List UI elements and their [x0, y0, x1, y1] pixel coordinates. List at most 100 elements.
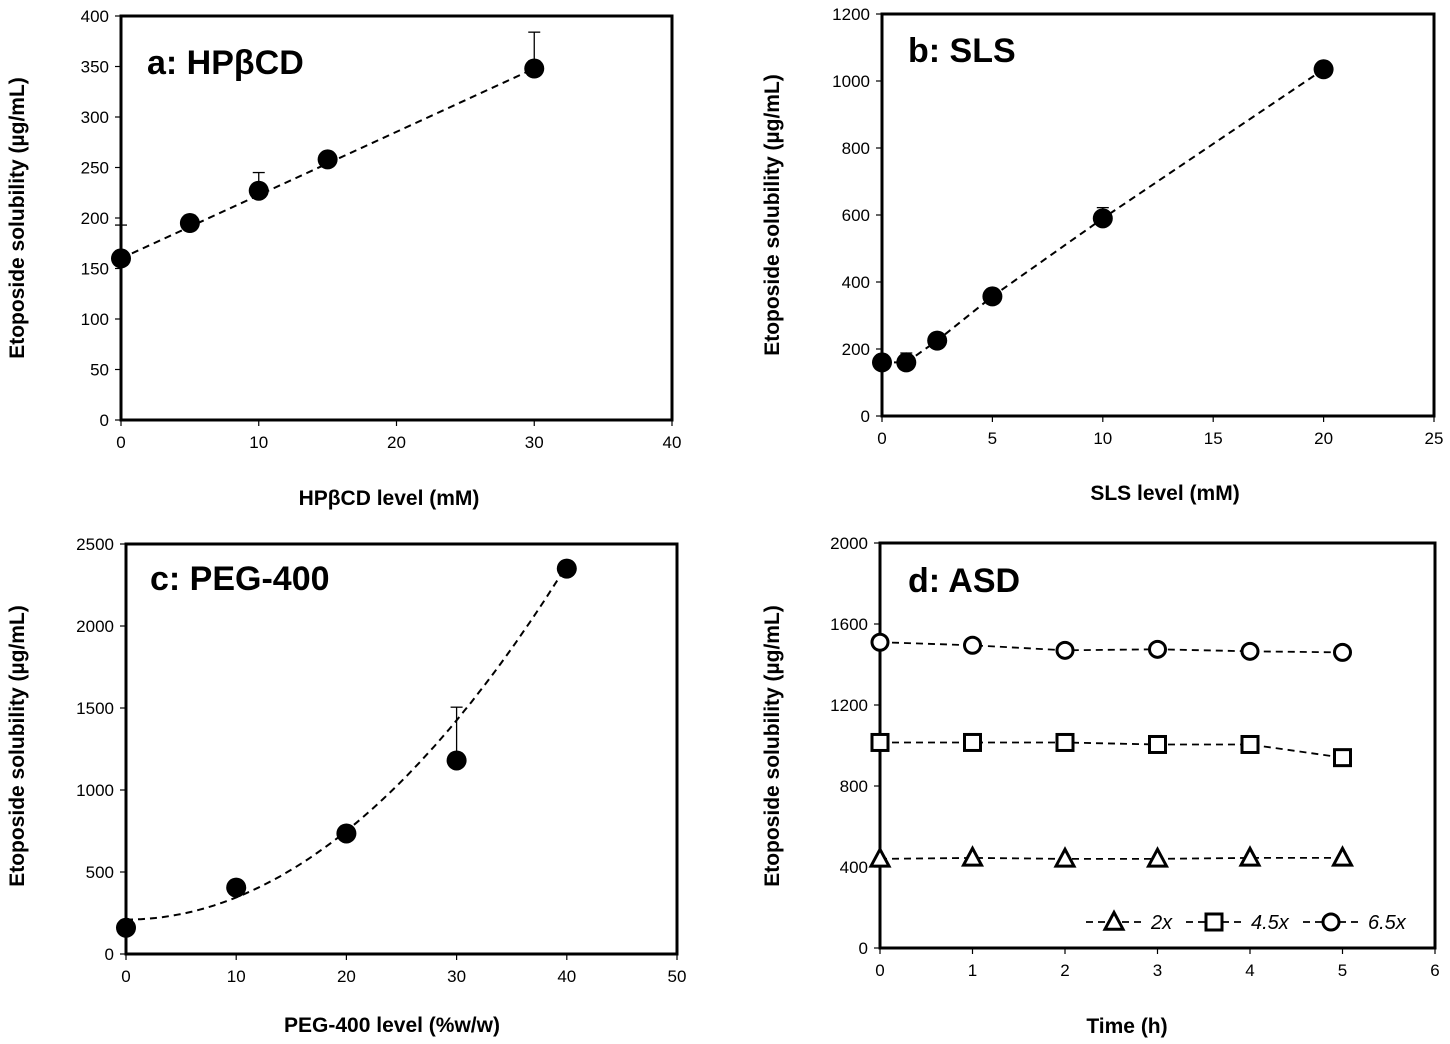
y-tick-label-c-4: 2000: [76, 617, 114, 636]
data-point-a-2: [248, 180, 269, 201]
y-tick-label-d-2: 800: [840, 777, 868, 796]
series-6.5x-point-5: [1333, 642, 1352, 662]
series-2x-point-1: [960, 845, 985, 867]
series-line-6.5x: [879, 641, 1343, 654]
series-4.5x-point-0: [870, 732, 890, 752]
x-axis-title-d: Time (h): [1086, 1015, 1167, 1038]
x-tick-label-b-0: 0: [877, 429, 886, 448]
data-point-c-1: [226, 877, 247, 898]
series-4.5x-point-1: [963, 732, 982, 752]
series-6.5x-point-4: [1240, 641, 1260, 661]
data-point-c-0: [116, 917, 136, 938]
y-axis-title-b: Etoposide solubility (µg/mL): [761, 74, 784, 356]
x-tick-label-b-2: 10: [1093, 429, 1112, 448]
y-tick-label-a-5: 250: [81, 159, 109, 178]
series-2x-point-2: [1053, 846, 1077, 868]
series-4.5x-point-5: [1333, 748, 1352, 768]
series-2x-point-4: [1238, 845, 1262, 867]
y-axis-title-d: Etoposide solubility (µg/mL): [761, 605, 784, 887]
data-point-a-1: [179, 213, 200, 234]
series-2x-point-3: [1145, 846, 1170, 868]
x-tick-label-a-4: 40: [663, 433, 682, 452]
legend-label-4.5x: 4.5x: [1251, 912, 1290, 934]
y-tick-label-b-3: 600: [842, 206, 870, 225]
series-2x-point-5: [1330, 845, 1355, 867]
data-point-b-5: [1313, 59, 1334, 80]
data-point-a-4: [524, 58, 545, 79]
trendline-c: [125, 564, 568, 921]
x-tick-label-a-1: 10: [249, 433, 268, 452]
y-tick-label-d-4: 1600: [830, 615, 868, 634]
y-tick-label-b-6: 1200: [832, 5, 870, 24]
y-tick-label-b-5: 1000: [832, 72, 870, 91]
y-tick-label-c-0: 0: [105, 945, 114, 964]
y-tick-label-a-1: 50: [90, 361, 109, 380]
legend-marker-2x: [1102, 909, 1126, 931]
data-point-c-4: [556, 558, 577, 579]
panel-d: 0 1 2 3 4 5 6 0 400 800 1200 1600 2000 d: ASD Time (…: [761, 534, 1440, 1038]
data-point-b-4: [1092, 208, 1113, 229]
data-point-a-0: [111, 248, 131, 269]
x-axis-title-b: SLS level (mM): [1090, 482, 1239, 505]
x-tick-label-d-1: 1: [968, 961, 977, 980]
series-6.5x-point-2: [1055, 640, 1075, 660]
data-point-a-3: [317, 149, 338, 170]
series-2x-point-0: [868, 846, 892, 868]
y-tick-label-b-2: 400: [842, 273, 870, 292]
legend-marker-6.5x: [1321, 912, 1341, 932]
series-4.5x-point-4: [1240, 734, 1260, 754]
data-point-b-2: [927, 330, 948, 351]
x-tick-label-b-1: 5: [988, 429, 997, 448]
x-tick-label-b-4: 20: [1314, 429, 1333, 448]
y-tick-label-a-8: 400: [81, 7, 109, 26]
series-6.5x-point-0: [870, 632, 890, 652]
y-tick-label-d-5: 2000: [830, 534, 868, 553]
y-tick-label-a-0: 0: [100, 411, 109, 430]
plot-frame-c: [124, 542, 679, 956]
series-6.5x-point-3: [1148, 639, 1167, 659]
data-point-c-3: [446, 750, 467, 771]
y-tick-label-b-0: 0: [861, 407, 870, 426]
data-point-c-2: [336, 823, 357, 844]
y-tick-label-a-2: 100: [81, 310, 109, 329]
x-tick-label-c-2: 20: [337, 967, 356, 986]
series-4.5x-point-2: [1055, 732, 1075, 752]
x-tick-label-a-3: 30: [525, 433, 544, 452]
series-line-2x: [879, 856, 1343, 860]
y-tick-label-a-7: 350: [81, 58, 109, 77]
data-point-b-3: [982, 286, 1003, 307]
x-tick-label-c-3: 30: [447, 967, 466, 986]
legend-marker-4.5x: [1204, 912, 1224, 932]
data-point-b-0: [872, 352, 892, 373]
x-tick-label-d-0: 0: [875, 961, 884, 980]
panel-title-a: a: HPβCD: [147, 44, 304, 82]
series-6.5x-point-1: [963, 635, 982, 655]
x-tick-label-a-0: 0: [116, 433, 125, 452]
y-tick-label-d-1: 400: [840, 858, 868, 877]
plot-b-content: 0 5 10 15 20 25 0 200 400 600 800 1000 1200: [832, 5, 1443, 448]
plot-d-content: 0 1 2 3 4 5 6 0 400 800 1200 1600 2000: [830, 534, 1440, 980]
series-line-4.5x: [880, 741, 1343, 759]
y-axis-title-c: Etoposide solubility (µg/mL): [6, 605, 29, 887]
legend-label-2x: 2x: [1150, 912, 1173, 934]
y-tick-label-b-4: 800: [842, 139, 870, 158]
x-tick-label-c-1: 10: [227, 967, 246, 986]
x-tick-label-c-0: 0: [121, 967, 130, 986]
y-tick-label-d-3: 1200: [830, 696, 868, 715]
x-tick-label-d-2: 2: [1060, 961, 1069, 980]
data-point-b-1: [896, 352, 917, 373]
x-tick-label-b-5: 25: [1425, 429, 1444, 448]
x-tick-label-d-4: 4: [1245, 961, 1254, 980]
x-axis-title-a: HPβCD level (mM): [299, 487, 480, 510]
legend-label-6.5x: 6.5x: [1368, 912, 1407, 934]
y-tick-label-d-0: 0: [859, 939, 868, 958]
y-tick-label-a-4: 200: [81, 209, 109, 228]
panel-title-d: d: ASD: [908, 562, 1020, 600]
x-tick-label-d-5: 5: [1338, 961, 1347, 980]
panel-b: 0 5 10 15 20 25 0 200 400 600 800 1000 1200 b: SLS S…: [761, 5, 1443, 505]
x-tick-label-c-5: 50: [668, 967, 687, 986]
y-axis-title-a: Etoposide solubility (µg/mL): [6, 77, 29, 359]
